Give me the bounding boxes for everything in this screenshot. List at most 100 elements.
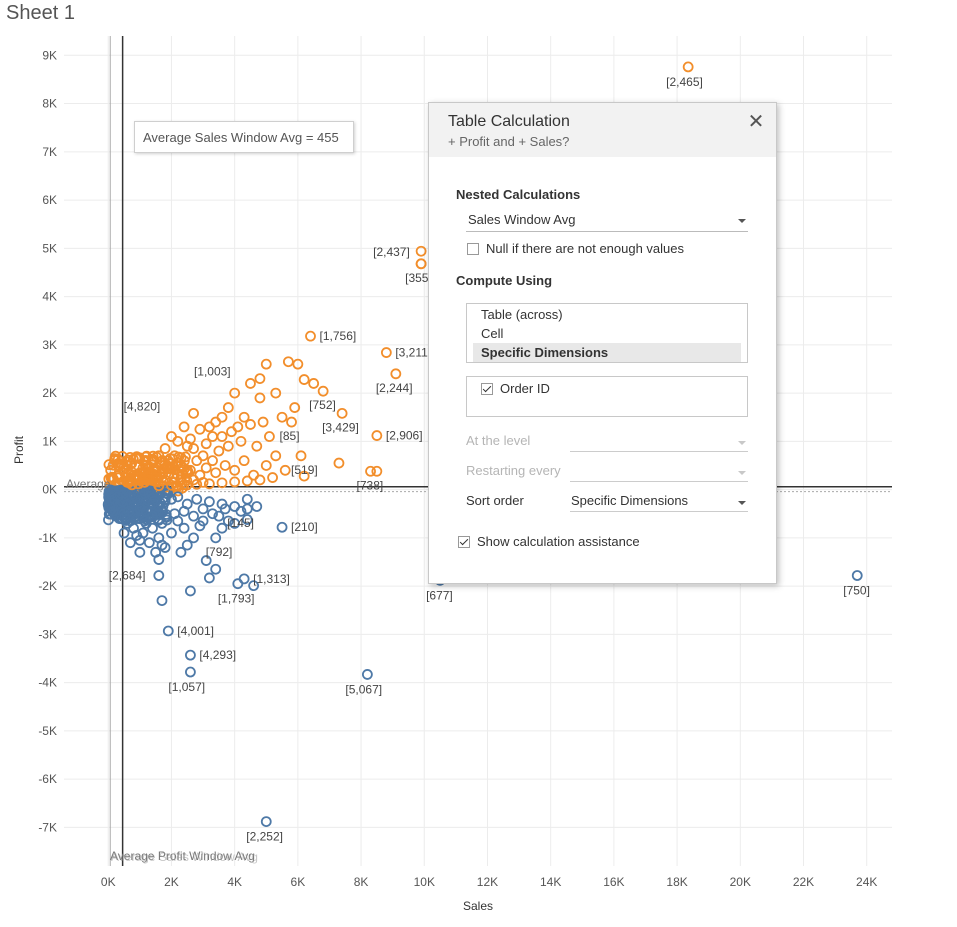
y-tick-label: 1K	[42, 434, 57, 448]
data-point	[197, 476, 209, 488]
data-point	[188, 407, 199, 419]
data-point	[124, 537, 136, 549]
data-point	[305, 330, 316, 342]
data-point	[178, 479, 190, 491]
data-point	[203, 421, 215, 433]
sort-order-select[interactable]: Specific Dimensions	[570, 492, 748, 512]
checkbox-unchecked-icon	[467, 242, 479, 255]
show-calculation-assistance-checkbox[interactable]: Show calculation assistance	[458, 534, 640, 549]
null-if-not-enough-checkbox[interactable]: Null if there are not enough values	[467, 241, 684, 256]
data-point	[682, 61, 694, 73]
order-id-checkbox[interactable]: Order ID	[481, 381, 550, 396]
data-point	[282, 356, 294, 368]
x-tick-label: 16K	[603, 875, 624, 889]
compute-using-list[interactable]: Table (across) Cell Specific Dimensions	[466, 303, 748, 363]
data-label: [752]	[309, 398, 336, 412]
checkbox-checked-icon	[481, 382, 493, 395]
compute-option-table-across[interactable]: Table (across)	[481, 307, 563, 322]
compute-option-cell[interactable]: Cell	[481, 326, 504, 341]
data-point	[200, 438, 212, 450]
data-point	[333, 457, 345, 469]
dialog-subtitle: + Profit and + Sales?	[448, 134, 570, 149]
data-point	[132, 478, 144, 490]
data-point	[159, 443, 171, 454]
data-point	[279, 464, 291, 476]
average-sales-reference-label: Average Sales Window Avg	[111, 850, 258, 864]
dialog-header: Table Calculation + Profit and + Sales? …	[429, 103, 776, 157]
data-point	[104, 501, 116, 512]
data-point	[254, 392, 266, 404]
table-calculation-dialog: Table Calculation + Profit and + Sales? …	[428, 102, 777, 584]
x-tick-label: 12K	[477, 875, 498, 889]
data-point	[185, 649, 196, 661]
data-point	[267, 472, 278, 483]
data-point	[232, 578, 244, 590]
data-point	[216, 431, 228, 442]
scatter-points	[102, 61, 863, 828]
data-point	[260, 358, 272, 370]
show-calculation-assistance-label: Show calculation assistance	[477, 534, 640, 549]
at-the-level-select[interactable]	[570, 432, 748, 452]
data-point	[270, 387, 282, 399]
data-point	[159, 474, 171, 486]
data-label: [2,437]	[373, 245, 410, 259]
data-point	[229, 464, 241, 476]
y-tick-label: -7K	[38, 820, 57, 834]
data-label: [1,793]	[218, 592, 255, 606]
data-point	[166, 493, 177, 505]
x-tick-label: 8K	[354, 875, 369, 889]
data-point	[139, 455, 151, 467]
data-point	[156, 595, 168, 606]
data-point	[298, 470, 310, 482]
data-label: [2,906]	[386, 429, 423, 443]
data-point	[235, 435, 247, 447]
data-point	[126, 479, 138, 491]
close-icon[interactable]: ✕	[747, 111, 765, 133]
y-tick-label: 5K	[42, 241, 57, 255]
data-point	[207, 455, 218, 467]
data-label: [2,252]	[246, 830, 283, 844]
data-point	[232, 421, 244, 433]
dialog-title: Table Calculation	[448, 113, 570, 130]
data-label: [210]	[291, 520, 318, 534]
reference-tooltip: Average Sales Window Avg = 455	[134, 121, 354, 153]
x-tick-label: 2K	[164, 875, 179, 889]
data-point	[361, 669, 373, 680]
nested-calculation-select[interactable]: Sales Window Avg	[466, 210, 748, 232]
y-tick-label: 2K	[42, 386, 57, 400]
data-point	[162, 625, 174, 637]
average-profit-reference-label: Average Profit Window Avg	[110, 849, 255, 863]
data-point	[270, 450, 282, 462]
data-label: [85]	[280, 429, 300, 443]
x-tick-label: 14K	[540, 875, 561, 889]
data-label: [4,293]	[199, 648, 236, 662]
data-point	[185, 585, 196, 597]
data-point	[286, 416, 297, 428]
chevron-down-icon	[738, 441, 746, 445]
data-point	[159, 496, 171, 508]
restarting-every-select[interactable]	[570, 462, 748, 482]
x-axis-label: Sales	[463, 899, 493, 913]
data-point	[238, 573, 250, 585]
compute-option-specific-dimensions[interactable]: Specific Dimensions	[473, 343, 741, 362]
data-point	[251, 440, 263, 452]
data-point	[137, 527, 149, 539]
data-point	[254, 474, 266, 486]
data-point	[188, 474, 199, 486]
data-point	[241, 475, 253, 487]
data-point	[229, 387, 241, 399]
data-point	[264, 431, 275, 442]
y-tick-label: -2K	[38, 579, 57, 593]
data-point	[123, 505, 135, 517]
data-point	[185, 666, 196, 678]
nested-calculation-value: Sales Window Avg	[468, 212, 576, 227]
data-point	[365, 465, 376, 477]
data-point	[235, 505, 247, 517]
data-point	[241, 493, 253, 505]
data-point	[207, 508, 218, 520]
data-point	[292, 358, 304, 370]
data-point	[251, 501, 263, 512]
chevron-down-icon	[738, 219, 746, 223]
chevron-down-icon	[738, 471, 746, 475]
y-tick-label: -5K	[38, 724, 57, 738]
